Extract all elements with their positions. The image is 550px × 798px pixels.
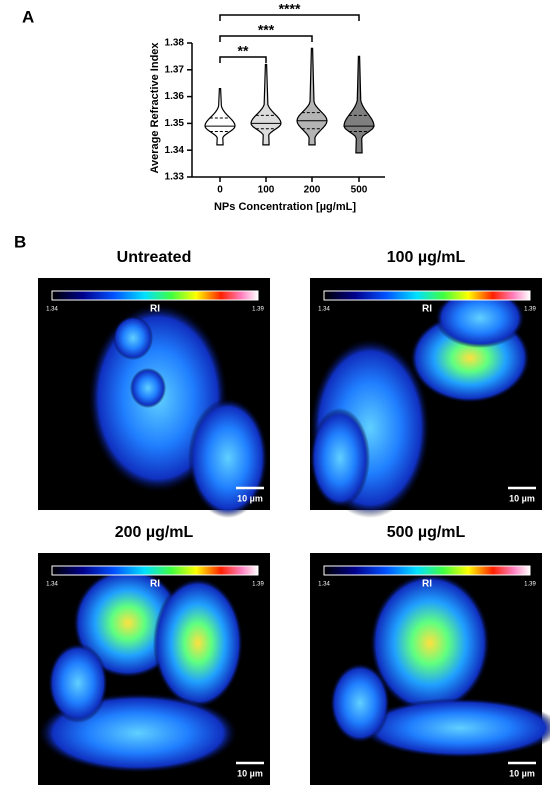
- colorbar-label: RI: [422, 304, 432, 315]
- image-title: 500 µg/mL: [387, 524, 466, 541]
- colorbar-label: RI: [422, 579, 432, 590]
- scale-bar-label: 10 µm: [237, 493, 263, 503]
- cell-region: [48, 643, 108, 723]
- colorbar-max: 1.39: [524, 582, 536, 588]
- panel-label: B: [14, 232, 26, 251]
- y-tick-label: 1.38: [165, 38, 185, 49]
- violin-body: [250, 63, 282, 146]
- scale-bar-label: 10 µm: [237, 768, 263, 778]
- colorbar: [323, 290, 531, 301]
- y-tick-label: 1.35: [165, 118, 185, 129]
- cell-region: [310, 408, 370, 508]
- colorbar: [323, 565, 531, 576]
- x-tick-label: 0: [217, 185, 223, 196]
- cell-region: [360, 698, 550, 758]
- colorbar-min: 1.34: [318, 582, 330, 588]
- significance-bracket: [219, 35, 313, 42]
- colorbar-max: 1.39: [524, 307, 536, 313]
- x-tick-label: 500: [351, 185, 368, 196]
- colorbar: [51, 290, 259, 301]
- colorbar-label: RI: [150, 579, 160, 590]
- colorbar-max: 1.39: [252, 582, 264, 588]
- image-title: Untreated: [117, 249, 192, 266]
- y-tick-label: 1.34: [165, 145, 185, 156]
- violin-body: [204, 87, 236, 146]
- cell-region: [330, 663, 390, 743]
- scale-bar-label: 10 µm: [509, 493, 535, 503]
- y-tick-label: 1.37: [165, 64, 185, 75]
- y-tick-label: 1.36: [165, 91, 185, 102]
- cell-region: [435, 288, 525, 348]
- colorbar: [51, 565, 259, 576]
- violin-body: [296, 47, 328, 146]
- image-title: 100 µg/mL: [387, 249, 466, 266]
- y-axis-label: Average Refractive Index: [149, 42, 161, 174]
- x-axis-label: NPs Concentration [µg/mL]: [214, 201, 356, 213]
- significance-label: **: [238, 43, 249, 59]
- colorbar-min: 1.34: [46, 582, 58, 588]
- cell-region: [130, 368, 166, 408]
- colorbar-label: RI: [150, 304, 160, 315]
- cell-region: [113, 316, 153, 360]
- colorbar-min: 1.34: [46, 307, 58, 313]
- significance-label: ***: [258, 22, 275, 38]
- scale-bar-label: 10 µm: [509, 768, 535, 778]
- cell-region: [370, 573, 490, 713]
- y-tick-label: 1.33: [165, 172, 185, 183]
- significance-bracket: [219, 14, 360, 21]
- colorbar-min: 1.34: [318, 307, 330, 313]
- x-tick-label: 200: [304, 185, 321, 196]
- significance-label: ****: [279, 1, 301, 17]
- panel-label: A: [22, 7, 34, 26]
- image-title: 200 µg/mL: [115, 524, 194, 541]
- significance-bracket: [219, 56, 267, 63]
- cell-region: [153, 578, 243, 708]
- x-tick-label: 100: [258, 185, 275, 196]
- colorbar-max: 1.39: [252, 307, 264, 313]
- violin-body: [343, 55, 375, 154]
